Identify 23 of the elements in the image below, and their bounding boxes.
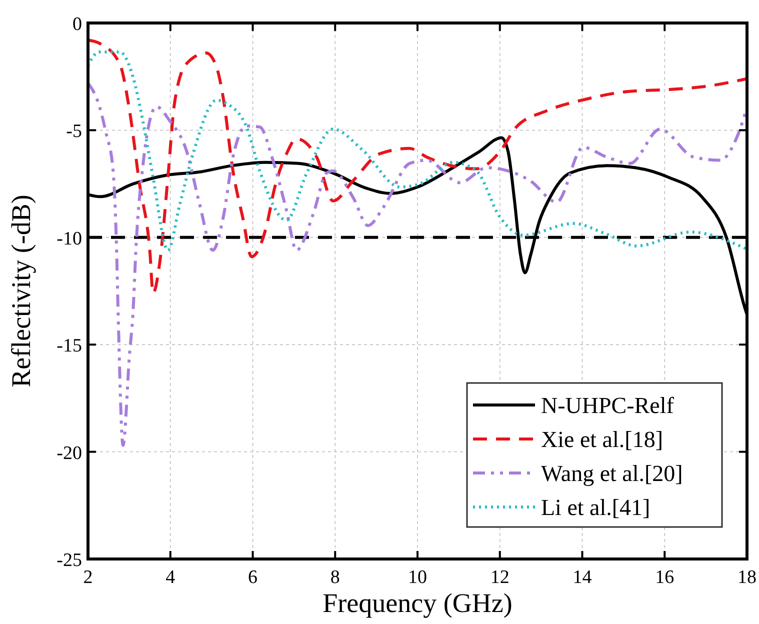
y-tick-label: -5 <box>66 121 82 142</box>
legend-label: Li et al.[41] <box>541 495 650 520</box>
x-tick-label: 16 <box>655 567 674 588</box>
legend-label: N-UHPC-Relf <box>541 393 674 418</box>
y-tick-label: -25 <box>56 550 82 571</box>
x-tick-label: 18 <box>738 567 756 588</box>
x-tick-label: 10 <box>408 567 427 588</box>
x-tick-label: 8 <box>330 567 340 588</box>
y-tick-label: -10 <box>56 228 82 250</box>
y-tick-label: -15 <box>56 336 82 357</box>
x-tick-label: 6 <box>248 567 258 588</box>
y-tick-label: -20 <box>56 442 82 464</box>
legend-label: Wang et al.[20] <box>541 461 683 486</box>
x-tick-label: 14 <box>572 567 592 588</box>
line-series <box>86 38 748 295</box>
y-axis-title: Reflectivity (-dB) <box>6 194 36 388</box>
x-tick-label: 4 <box>166 567 176 588</box>
legend-label: Xie et al.[18] <box>541 427 663 452</box>
x-tick-label: 2 <box>83 567 93 588</box>
line-series <box>86 50 748 252</box>
x-tick-label: 12 <box>490 567 510 588</box>
x-axis-title: Frequency (GHz) <box>322 588 512 618</box>
y-tick-label: 0 <box>72 14 82 35</box>
